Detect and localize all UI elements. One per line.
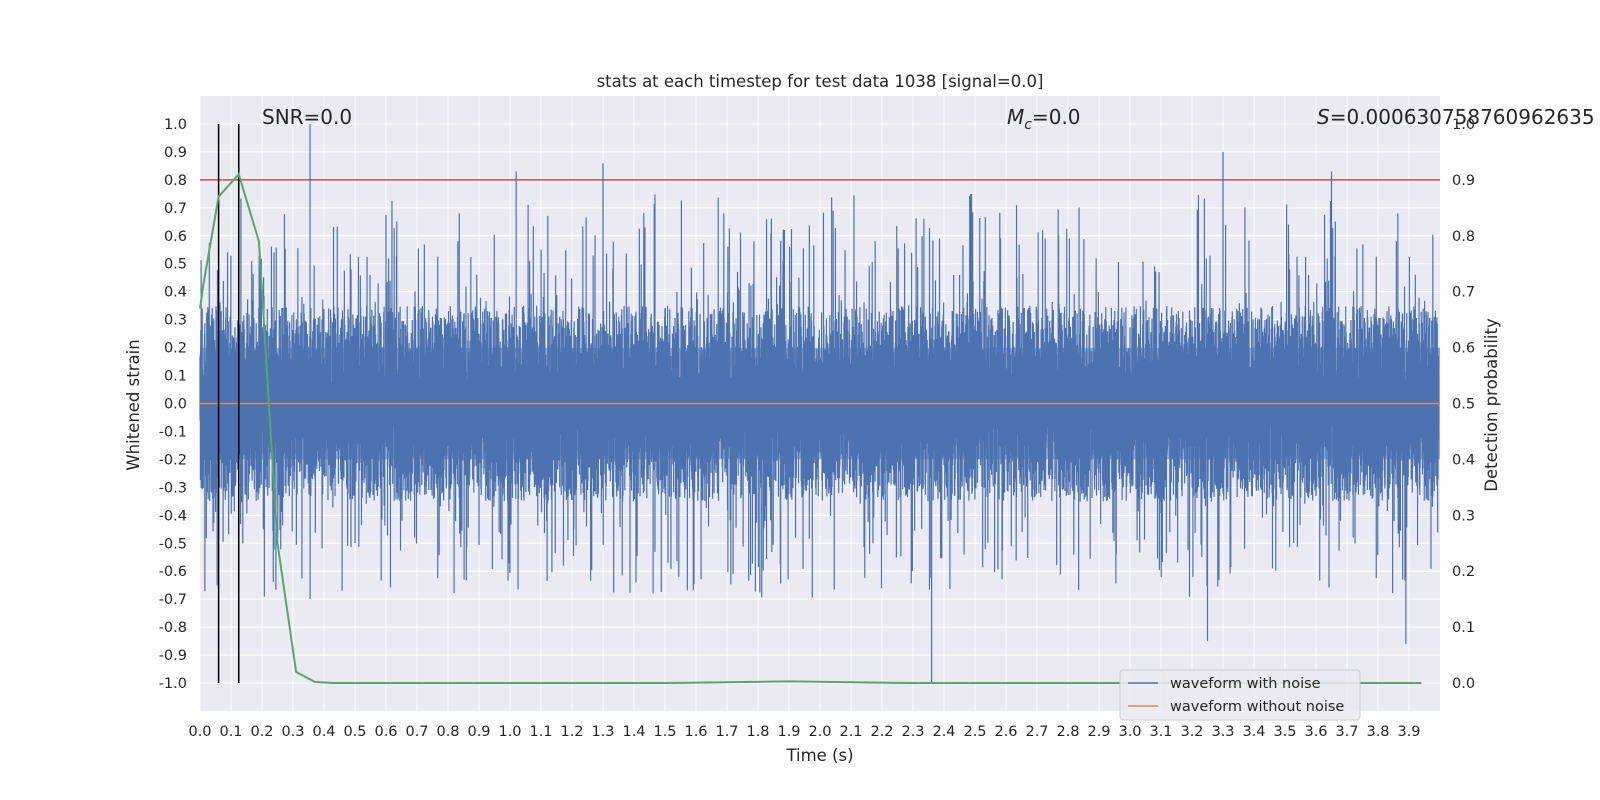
x-tick-label: 0.4: [312, 724, 335, 740]
y-tick-label: -0.9: [159, 648, 187, 664]
snr-annotation: SNR=0.0: [262, 105, 352, 129]
y-tick-label: 1.0: [164, 117, 187, 133]
legend: waveform with noise waveform without noi…: [1119, 669, 1361, 721]
x-tick-label: 3.7: [1335, 724, 1358, 740]
y-tick-label: -0.4: [159, 508, 187, 524]
y2-tick-label: 0.1: [1452, 620, 1475, 636]
chirp-mass-symbol: M: [1007, 105, 1024, 129]
x-tick-label: 0.7: [405, 724, 428, 740]
y-tick-label: -0.1: [159, 424, 187, 440]
y-tick-label: 0.5: [164, 257, 187, 273]
x-tick-label: 3.9: [1397, 724, 1420, 740]
x-tick-label: 3.8: [1366, 724, 1389, 740]
series-detection-probability: [199, 172, 1422, 685]
x-tick-label: 2.3: [901, 724, 924, 740]
chart-marks: [199, 123, 1440, 685]
s-symbol: S: [1317, 105, 1330, 129]
y-tick-label: 0.6: [164, 229, 187, 245]
x-tick-label: 2.0: [808, 724, 831, 740]
y-tick-label: 0.9: [164, 145, 187, 161]
x-tick-label: 2.6: [994, 724, 1017, 740]
y2-tick-label: 0.3: [1452, 508, 1475, 524]
x-tick-label: 1.7: [715, 724, 738, 740]
x-tick-label: 0.9: [467, 724, 490, 740]
y2-tick-label: 0.7: [1452, 285, 1475, 301]
chirp-mass-value: =0.0: [1032, 105, 1081, 129]
chart-title: stats at each timestep for test data 103…: [597, 72, 1044, 91]
x-tick-label: 3.0: [1118, 724, 1141, 740]
y2-tick-label: 0.4: [1452, 452, 1475, 468]
x-tick-label: 2.4: [932, 724, 955, 740]
s-value: =0.000630758760962635: [1330, 105, 1595, 129]
legend-label-clean: waveform without noise: [1170, 699, 1344, 715]
x-tick-label: 1.3: [591, 724, 614, 740]
axes: 0.0 0.1 0.2 0.3 0.4 0.5 0.6 0.7 0.8 0.9 1.0 1.1 1.2 1…: [159, 117, 1475, 740]
s-annotation: S=0.000630758760962635: [1317, 105, 1595, 129]
x-tick-label: 1.5: [653, 724, 676, 740]
y2-tick-label: 0.9: [1452, 173, 1475, 189]
y-tick-label: -0.5: [159, 536, 187, 552]
x-tick-label: 1.2: [560, 724, 583, 740]
x-tick-label: 0.1: [219, 724, 242, 740]
y2-tick-label: 0.5: [1452, 397, 1475, 413]
x-tick-label: 0.0: [188, 724, 211, 740]
x-tick-label: 3.1: [1149, 724, 1172, 740]
y-tick-label: -0.8: [159, 620, 187, 636]
x-tick-label: 0.6: [374, 724, 397, 740]
y-tick-label: -1.0: [159, 676, 187, 692]
y2-tick-label: 1.0: [1452, 117, 1475, 133]
legend-box: [1119, 669, 1361, 721]
y-tick-label: 0.0: [164, 397, 187, 413]
y-tick-label: -0.3: [159, 480, 187, 496]
y-tick-label: -0.2: [159, 452, 187, 468]
y-tick-label: 0.8: [164, 173, 187, 189]
legend-label-noise: waveform with noise: [1170, 676, 1321, 692]
x-tick-label: 1.4: [622, 724, 645, 740]
y2-tick-label: 0.6: [1452, 341, 1475, 357]
y-tick-label: 0.4: [164, 285, 187, 301]
x-tick-label: 1.0: [498, 724, 521, 740]
x-tick-label: 2.2: [870, 724, 893, 740]
x-tick-label: 2.5: [963, 724, 986, 740]
x-tick-label: 0.3: [281, 724, 304, 740]
chirp-mass-subscript: c: [1024, 117, 1032, 133]
y-tick-label: -0.7: [159, 592, 187, 608]
x-tick-label: 3.6: [1304, 724, 1327, 740]
chirp-mass-annotation: Mc=0.0: [1007, 105, 1081, 133]
x-tick-label: 2.1: [839, 724, 862, 740]
y-tick-label: 0.7: [164, 201, 187, 217]
y-tick-label: 0.1: [164, 369, 187, 385]
x-tick-label: 0.8: [436, 724, 459, 740]
y2-tick-label: 0.0: [1452, 676, 1475, 692]
x-tick-label: 3.4: [1242, 724, 1265, 740]
x-tick-label: 0.5: [343, 724, 366, 740]
x-tick-label: 1.8: [746, 724, 769, 740]
x-tick-label: 0.2: [250, 724, 273, 740]
x-tick-label: 3.2: [1180, 724, 1203, 740]
x-tick-label: 3.3: [1211, 724, 1234, 740]
x-tick-label: 2.8: [1056, 724, 1079, 740]
x-axis-label: Time (s): [785, 746, 853, 765]
x-tick-label: 2.7: [1025, 724, 1048, 740]
y2-tick-label: 0.2: [1452, 564, 1475, 580]
y-tick-label: -0.6: [159, 564, 187, 580]
y-tick-label: 0.2: [164, 341, 187, 357]
x-tick-label: 3.5: [1273, 724, 1296, 740]
x-tick-label: 1.6: [684, 724, 707, 740]
y-tick-label: 0.3: [164, 313, 187, 329]
y-axis-label: Whitened strain: [124, 339, 143, 470]
y2-tick-label: 0.8: [1452, 229, 1475, 245]
y2-axis-label: Detection probability: [1482, 318, 1501, 492]
x-tick-label: 1.1: [529, 724, 552, 740]
x-tick-label: 1.9: [777, 724, 800, 740]
x-tick-label: 2.9: [1087, 724, 1110, 740]
